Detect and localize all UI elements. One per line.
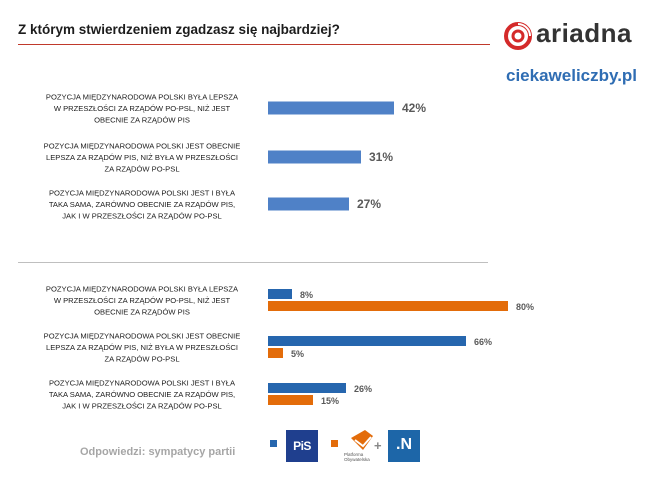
bar [268,101,394,115]
data-label: 80% [516,302,534,312]
data-label: 26% [354,384,372,394]
footer-note: Odpowiedzi: sympatycy partii [80,446,236,458]
category-label: TAKA SAMA, ZARÓWNO OBECNIE ZA RZĄDÓW PIS… [49,390,235,399]
data-label: 31% [369,150,393,164]
data-label: 15% [321,396,339,406]
po-logo-icon [351,430,373,450]
po-logo-text: Platforma Obywatelska [344,452,370,462]
bar [268,197,349,211]
site-link[interactable]: ciekaweliczby.pl [506,66,638,85]
chart-title: Z którym stwierdzeniem zgadzasz się najb… [18,22,340,37]
category-label: ZA RZĄDÓW PO-PSL [104,355,179,364]
data-label: 42% [402,101,426,115]
category-label: JAK I W PRZESZŁOŚCI ZA RZĄDÓW PO-PSL [62,212,222,221]
category-label: POZYCJA MIĘDZYNARODOWA POLSKI BYŁA LEPSZ… [46,285,239,294]
category-label: W PRZESZŁOŚCI ZA RZĄDÓW PO-PSL, NIŻ JEST [54,296,231,305]
category-label: LEPSZA ZA RZĄDÓW PIS, NIŻ BYŁA W PRZESZŁ… [46,343,238,352]
legend-swatch-po-n [331,440,338,447]
section-divider [18,262,488,263]
category-label: LEPSZA ZA RZĄDÓW PIS, NIŻ BYŁA W PRZESZŁ… [46,153,238,162]
category-label: JAK I W PRZESZŁOŚCI ZA RZĄDÓW PO-PSL [62,402,222,411]
bar [268,289,292,299]
data-label: 5% [291,349,304,359]
category-label: W PRZESZŁOŚCI ZA RZĄDÓW PO-PSL, NIŻ JEST [54,104,231,113]
bar [268,383,346,393]
category-label: POZYCJA MIĘDZYNARODOWA POLSKI JEST I BYŁ… [49,379,236,388]
bar [268,395,313,405]
category-label: OBECNIE ZA RZĄDÓW PIS [94,308,190,317]
category-label: POZYCJA MIĘDZYNARODOWA POLSKI JEST I BYŁ… [49,189,236,198]
bar [268,301,508,311]
pis-logo-text: PiS [293,439,311,453]
pis-logo-icon: PiS [286,430,318,462]
category-label: POZYCJA MIĘDZYNARODOWA POLSKI JEST OBECN… [44,142,241,151]
category-label: POZYCJA MIĘDZYNARODOWA POLSKI JEST OBECN… [44,332,241,341]
brand-name: ariadna [536,18,632,48]
data-label: 27% [357,197,381,211]
bar [268,348,283,358]
n-logo-text: .N [396,436,412,453]
title-underline [18,44,490,45]
nowoczesna-logo-icon: .N [388,430,420,462]
bar [268,150,361,164]
legend-swatch-pis [270,440,277,447]
ariadna-logo-icon [504,22,532,50]
category-label: OBECNIE ZA RZĄDÓW PIS [94,116,190,125]
bar [268,336,466,346]
category-label: ZA RZĄDÓW PO-PSL [104,165,179,174]
category-label: POZYCJA MIĘDZYNARODOWA POLSKI BYŁA LEPSZ… [46,93,239,102]
data-label: 8% [300,290,313,300]
category-label: TAKA SAMA, ZARÓWNO OBECNIE ZA RZĄDÓW PIS… [49,200,235,209]
plus-sign: + [374,438,382,453]
data-label: 66% [474,337,492,347]
